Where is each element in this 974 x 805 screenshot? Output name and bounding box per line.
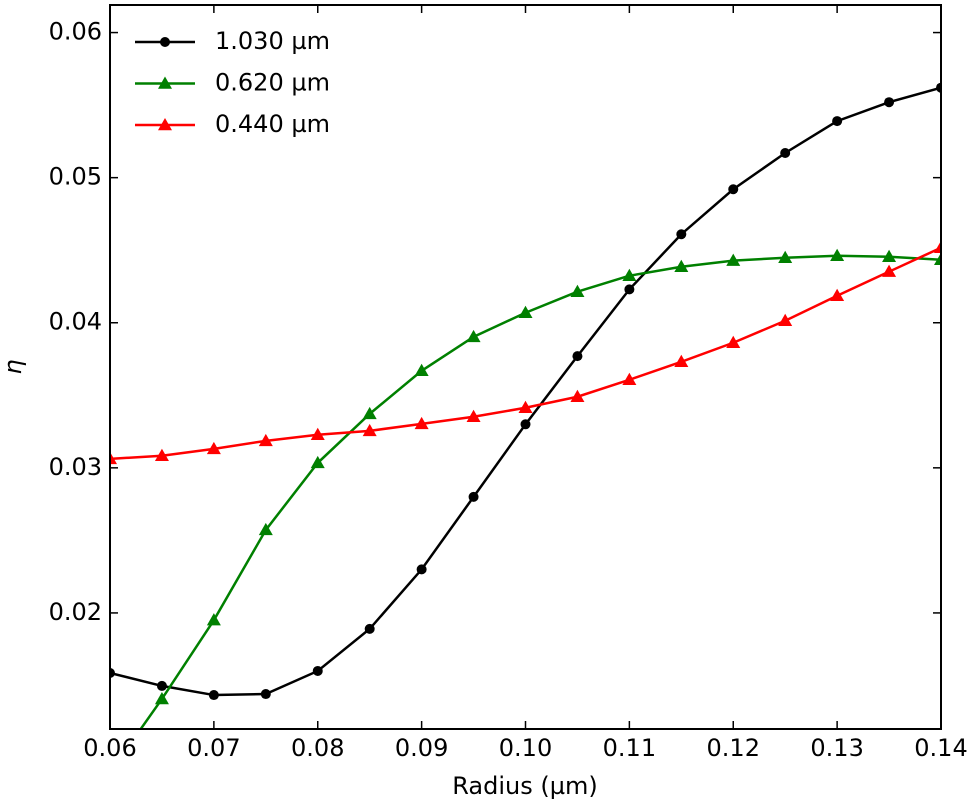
- data-point: [934, 240, 941, 253]
- x-tick-label: 0.13: [810, 734, 863, 762]
- data-point: [208, 690, 219, 701]
- data-point: [884, 97, 895, 108]
- data-point: [206, 441, 221, 455]
- data-point: [778, 250, 793, 263]
- data-point: [934, 252, 941, 266]
- data-point: [518, 305, 533, 318]
- x-tick-label: 0.10: [499, 734, 552, 762]
- data-point: [674, 259, 689, 272]
- x-tick-label: 0.09: [395, 734, 448, 762]
- data-point: [882, 249, 897, 262]
- data-point: [624, 284, 635, 295]
- legend-label: 1.030 µm: [215, 27, 330, 55]
- data-point: [310, 427, 325, 441]
- data-point: [258, 433, 273, 447]
- x-tick-label: 0.14: [914, 734, 967, 762]
- data-point: [414, 416, 429, 430]
- data-point: [110, 451, 117, 465]
- data-point: [362, 423, 377, 437]
- series-line: [110, 86, 941, 697]
- data-point: [674, 354, 689, 368]
- data-point: [622, 372, 637, 386]
- data-point: [518, 400, 533, 414]
- data-point: [206, 613, 221, 626]
- data-point: [260, 689, 271, 700]
- y-tick-label: 0.04: [49, 308, 102, 336]
- data-point: [416, 564, 427, 575]
- data-point: [676, 229, 687, 240]
- y-tick-label: 0.02: [49, 598, 102, 626]
- data-point: [520, 419, 531, 430]
- data-point: [468, 491, 479, 502]
- data-point: [778, 313, 793, 326]
- data-point: [466, 329, 481, 343]
- data-point: [726, 335, 741, 349]
- data-point: [414, 363, 429, 377]
- x-axis-label: Radius (µm): [452, 772, 597, 800]
- y-axis-label: η: [0, 359, 27, 374]
- x-tick-label: 0.06: [83, 734, 136, 762]
- data-point: [312, 665, 323, 676]
- y-tick-label: 0.06: [49, 18, 102, 46]
- legend-label: 0.440 µm: [215, 110, 330, 138]
- data-point: [570, 284, 585, 297]
- data-point: [364, 623, 375, 634]
- data-point: [780, 147, 791, 158]
- data-point: [726, 253, 741, 266]
- data-point: [830, 248, 845, 261]
- legend-marker: [158, 76, 172, 89]
- data-point: [830, 288, 845, 302]
- y-tick-label: 0.05: [49, 163, 102, 191]
- data-point: [310, 455, 325, 469]
- data-point: [258, 522, 273, 536]
- data-point: [936, 82, 941, 93]
- y-tick-label: 0.03: [49, 453, 102, 481]
- data-point: [466, 409, 481, 423]
- data-point: [156, 680, 167, 691]
- data-point: [103, 766, 117, 778]
- plot-area: [103, 82, 941, 778]
- x-tick-label: 0.07: [187, 734, 240, 762]
- legend-marker: [160, 37, 170, 47]
- legend-label: 0.620 µm: [215, 69, 330, 97]
- data-point: [622, 268, 637, 281]
- data-point: [882, 264, 897, 277]
- data-point: [728, 184, 739, 195]
- data-point: [832, 116, 843, 127]
- data-point: [154, 691, 169, 705]
- x-tick-label: 0.11: [603, 734, 656, 762]
- data-point: [572, 351, 583, 362]
- x-tick-label: 0.08: [291, 734, 344, 762]
- data-point: [362, 406, 377, 420]
- data-point: [154, 448, 169, 462]
- legend-marker: [158, 118, 172, 131]
- data-point: [110, 667, 115, 678]
- data-point: [570, 389, 585, 402]
- x-tick-label: 0.12: [707, 734, 760, 762]
